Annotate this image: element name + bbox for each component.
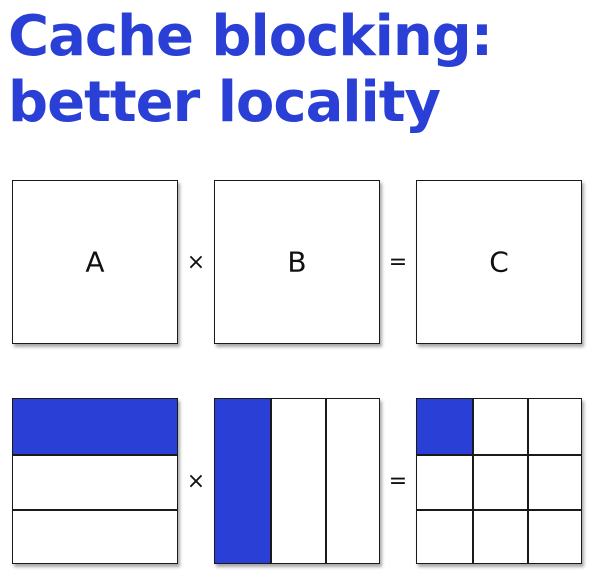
- title-line-1: Cache blocking:: [8, 4, 493, 69]
- equals-operator-bottom: =: [388, 469, 408, 494]
- matrix-a-label: A: [85, 245, 105, 279]
- matrix-c-column-divider: [472, 399, 474, 563]
- matrix-c-column-divider: [527, 399, 529, 563]
- times-operator-top: ×: [186, 250, 206, 275]
- matrix-a: A: [12, 180, 178, 344]
- matrix-b: B: [214, 180, 380, 344]
- matrix-b-blocked: [214, 398, 380, 564]
- matrix-c-blocked: [416, 398, 582, 564]
- times-operator-bottom: ×: [186, 469, 206, 494]
- matrix-c-label: C: [489, 245, 509, 279]
- equals-operator-top: =: [388, 250, 408, 275]
- matrix-c-highlighted-block: [417, 399, 472, 454]
- matrix-c-row-divider: [417, 509, 581, 511]
- matrix-a-blocked: [12, 398, 178, 564]
- matrix-a-highlighted-row-block: [13, 399, 177, 454]
- matrix-a-row-divider: [13, 454, 177, 456]
- matrix-b-label: B: [287, 245, 307, 279]
- matrix-b-column-divider: [325, 399, 327, 563]
- slide-title: Cache blocking: better locality: [8, 4, 493, 136]
- title-line-2: better locality: [8, 70, 441, 135]
- matrix-b-highlighted-column-block: [215, 399, 270, 563]
- matrix-b-column-divider: [270, 399, 272, 563]
- matrix-c-row-divider: [417, 454, 581, 456]
- matrix-a-row-divider: [13, 509, 177, 511]
- matrix-c: C: [416, 180, 582, 344]
